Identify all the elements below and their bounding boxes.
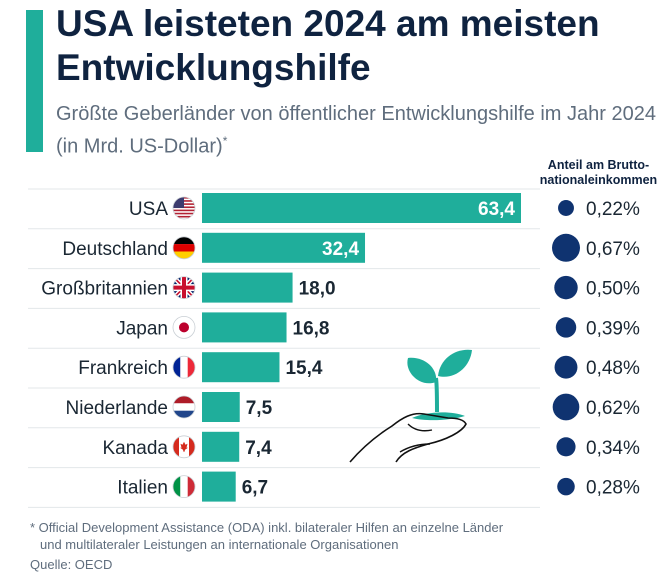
share-dot [557,477,575,496]
share-label: 0,67% [586,239,640,260]
category-label: Italien [117,478,168,499]
de-flag-icon [172,236,196,260]
category-label: Niederlande [66,398,168,419]
category-label: Frankreich [78,358,168,379]
bar [202,232,366,263]
fr-flag-icon [172,355,196,379]
jp-flag-icon [172,315,196,339]
source: Quelle: OECD [30,557,113,572]
share-dot [552,233,580,262]
share-label: 0,62% [586,398,640,419]
share-label: 0,22% [586,199,640,220]
bar [202,312,287,343]
us-flag-icon [172,196,196,220]
bar [202,272,293,303]
share-column-header-line-2: nationaleinkommen [539,173,658,187]
value-label: 63,4 [478,199,515,220]
bar-chart: USA 63,4 0,22% Deutschland 32,4 0,67% Großbrit… [28,188,640,508]
category-label: Deutschland [62,239,168,260]
share-dot [558,200,574,216]
title-accent-bar [26,10,43,152]
share-column-header-line-1: Anteil am Brutto- [547,158,650,172]
bar [202,392,240,422]
share-column-header: Anteil am Brutto- nationaleinkommen [530,158,667,188]
value-label: 15,4 [285,358,322,379]
chart-subtitle: Größte Geberländer von öffentlicher Entw… [56,101,656,161]
footnote-line-2: und multilateraler Leistungen an interna… [40,537,399,552]
bar [202,193,521,223]
share-dot [556,437,576,457]
subtitle-text: Größte Geberländer von öffentlicher Entw… [56,103,656,158]
value-label: 16,8 [293,318,330,339]
value-label: 32,4 [322,239,359,260]
value-label: 6,7 [242,478,268,499]
value-label: 7,5 [246,398,273,419]
share-dot [555,317,577,338]
share-dot [554,275,578,300]
bar [202,471,236,502]
share-label: 0,39% [586,318,640,339]
nl-flag-icon [172,395,196,419]
chart-title: USA leisteten 2024 am meisten Entwicklun… [56,3,600,88]
subtitle-footnote-mark: * [222,134,228,148]
value-label: 7,4 [245,438,272,459]
it-flag-icon [172,475,196,499]
share-dot [552,393,580,421]
category-label: Japan [116,318,168,339]
bar [202,431,240,462]
share-label: 0,34% [586,438,640,459]
share-label: 0,48% [586,358,640,379]
ca-flag-icon [172,435,196,459]
hand-holding-seedling-icon [349,349,472,463]
bar [202,352,280,383]
share-label: 0,50% [586,279,640,300]
gb-flag-icon [172,276,196,300]
share-dot [554,355,578,379]
footnote: * Official Development Assistance (ODA) … [30,519,650,553]
category-label: Großbritannien [41,279,168,300]
category-label: USA [129,199,168,220]
share-label: 0,28% [586,478,640,499]
value-label: 18,0 [299,279,336,300]
category-label: Kanada [102,438,168,459]
footnote-line-1: * Official Development Assistance (ODA) … [30,520,504,535]
